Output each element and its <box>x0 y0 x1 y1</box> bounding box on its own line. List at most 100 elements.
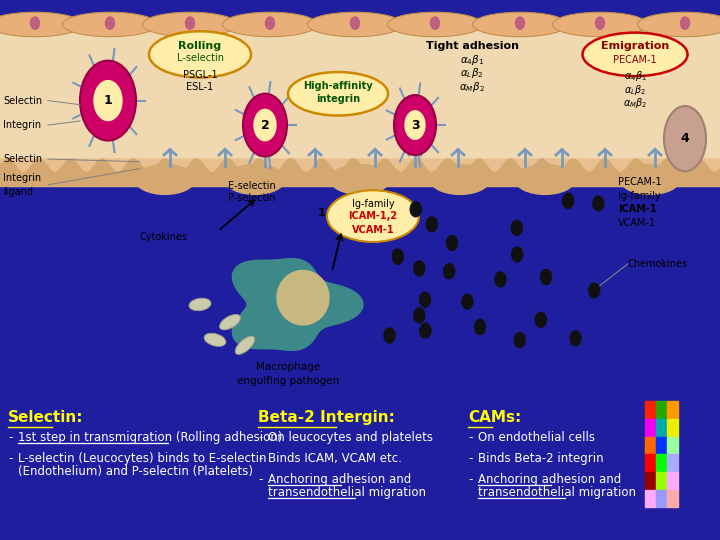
Text: -: - <box>8 431 12 444</box>
Ellipse shape <box>143 12 238 37</box>
Text: High-affinity: High-affinity <box>303 80 373 91</box>
Circle shape <box>680 17 690 29</box>
Circle shape <box>351 17 359 29</box>
Text: Selectin: Selectin <box>3 154 42 164</box>
Text: $\alpha_M\beta_2$: $\alpha_M\beta_2$ <box>459 80 485 94</box>
Text: $\alpha_L\beta_2$: $\alpha_L\beta_2$ <box>624 83 646 97</box>
Circle shape <box>414 308 425 323</box>
Ellipse shape <box>243 93 287 157</box>
Text: On endothelial cells: On endothelial cells <box>478 431 595 444</box>
Bar <box>656 419 667 436</box>
Text: Ig-family: Ig-family <box>618 191 661 201</box>
Text: Integrin: Integrin <box>3 173 41 183</box>
Ellipse shape <box>387 12 482 37</box>
Circle shape <box>511 220 522 235</box>
Text: VCAM-1: VCAM-1 <box>618 218 656 228</box>
Text: Macrophage: Macrophage <box>256 362 320 372</box>
Ellipse shape <box>254 110 276 141</box>
Circle shape <box>414 261 425 276</box>
Text: 3: 3 <box>410 119 419 132</box>
Text: -: - <box>468 431 472 444</box>
Text: -: - <box>468 472 472 486</box>
Bar <box>645 401 656 419</box>
Circle shape <box>446 235 457 251</box>
Bar <box>667 419 678 436</box>
Bar <box>656 436 667 454</box>
Bar <box>0 26 720 186</box>
Text: Chemokines: Chemokines <box>628 259 688 269</box>
Circle shape <box>516 17 524 29</box>
Text: Cytokines: Cytokines <box>140 232 188 241</box>
Polygon shape <box>233 259 363 350</box>
Circle shape <box>593 196 604 211</box>
Bar <box>656 454 667 472</box>
Circle shape <box>426 217 437 232</box>
Text: Anchoring adhesion and: Anchoring adhesion and <box>478 472 621 486</box>
Text: ligand: ligand <box>3 187 33 197</box>
Circle shape <box>595 17 605 29</box>
Ellipse shape <box>204 333 226 346</box>
Bar <box>0 0 720 30</box>
Text: Ig-family: Ig-family <box>351 199 395 209</box>
Text: -: - <box>8 452 12 465</box>
Text: $\alpha_M\beta_2$: $\alpha_M\beta_2$ <box>623 96 647 110</box>
Text: 1: 1 <box>318 208 326 218</box>
Bar <box>645 490 656 507</box>
Polygon shape <box>277 271 329 325</box>
Text: (Endothelium) and P-selectin (Platelets): (Endothelium) and P-selectin (Platelets) <box>18 465 253 478</box>
Circle shape <box>562 193 574 208</box>
Circle shape <box>266 17 274 29</box>
Ellipse shape <box>405 111 425 139</box>
Bar <box>667 401 678 419</box>
Ellipse shape <box>664 106 706 171</box>
Text: -: - <box>258 452 262 465</box>
Text: ESL-1: ESL-1 <box>186 82 214 92</box>
Circle shape <box>570 331 581 346</box>
Ellipse shape <box>222 12 318 37</box>
Ellipse shape <box>63 12 158 37</box>
Ellipse shape <box>94 80 122 120</box>
Ellipse shape <box>620 165 680 194</box>
Bar <box>667 472 678 490</box>
Circle shape <box>106 17 114 29</box>
Text: E-selectin: E-selectin <box>228 181 276 191</box>
Text: integrin: integrin <box>316 94 360 104</box>
Text: PECAM-1: PECAM-1 <box>613 55 657 65</box>
Text: Tight adhesion: Tight adhesion <box>426 41 518 51</box>
Text: L-selectin: L-selectin <box>176 53 223 63</box>
Circle shape <box>30 17 40 29</box>
Bar <box>645 419 656 436</box>
Circle shape <box>420 323 431 338</box>
Text: $\alpha_4\beta_1$: $\alpha_4\beta_1$ <box>624 69 647 83</box>
Circle shape <box>495 272 506 287</box>
Ellipse shape <box>430 165 490 194</box>
Circle shape <box>186 17 194 29</box>
Text: -: - <box>468 452 472 465</box>
Circle shape <box>444 264 454 279</box>
Text: PSGL-1: PSGL-1 <box>183 70 217 80</box>
Circle shape <box>512 247 523 262</box>
Text: Emigration: Emigration <box>601 41 669 51</box>
Ellipse shape <box>80 60 136 140</box>
Text: Anchoring adhesion and: Anchoring adhesion and <box>268 472 411 486</box>
Text: P-selectin: P-selectin <box>228 193 276 204</box>
Circle shape <box>589 283 600 298</box>
Ellipse shape <box>552 12 647 37</box>
Text: -: - <box>258 431 262 444</box>
Text: ICAM-1,2: ICAM-1,2 <box>348 211 397 221</box>
Ellipse shape <box>0 12 83 37</box>
Ellipse shape <box>189 298 211 310</box>
Bar <box>656 472 667 490</box>
Text: $\alpha_L\beta_2$: $\alpha_L\beta_2$ <box>460 66 484 80</box>
Circle shape <box>420 292 431 307</box>
Ellipse shape <box>135 165 195 194</box>
Text: L-selectin (Leucocytes) binds to E-selectin: L-selectin (Leucocytes) binds to E-selec… <box>18 452 266 465</box>
Text: On leucocytes and platelets: On leucocytes and platelets <box>268 431 433 444</box>
Ellipse shape <box>515 165 575 194</box>
Ellipse shape <box>225 165 285 194</box>
Ellipse shape <box>330 165 390 194</box>
Bar <box>645 436 656 454</box>
Bar <box>667 454 678 472</box>
Text: Integrin: Integrin <box>3 120 41 130</box>
Circle shape <box>431 17 439 29</box>
